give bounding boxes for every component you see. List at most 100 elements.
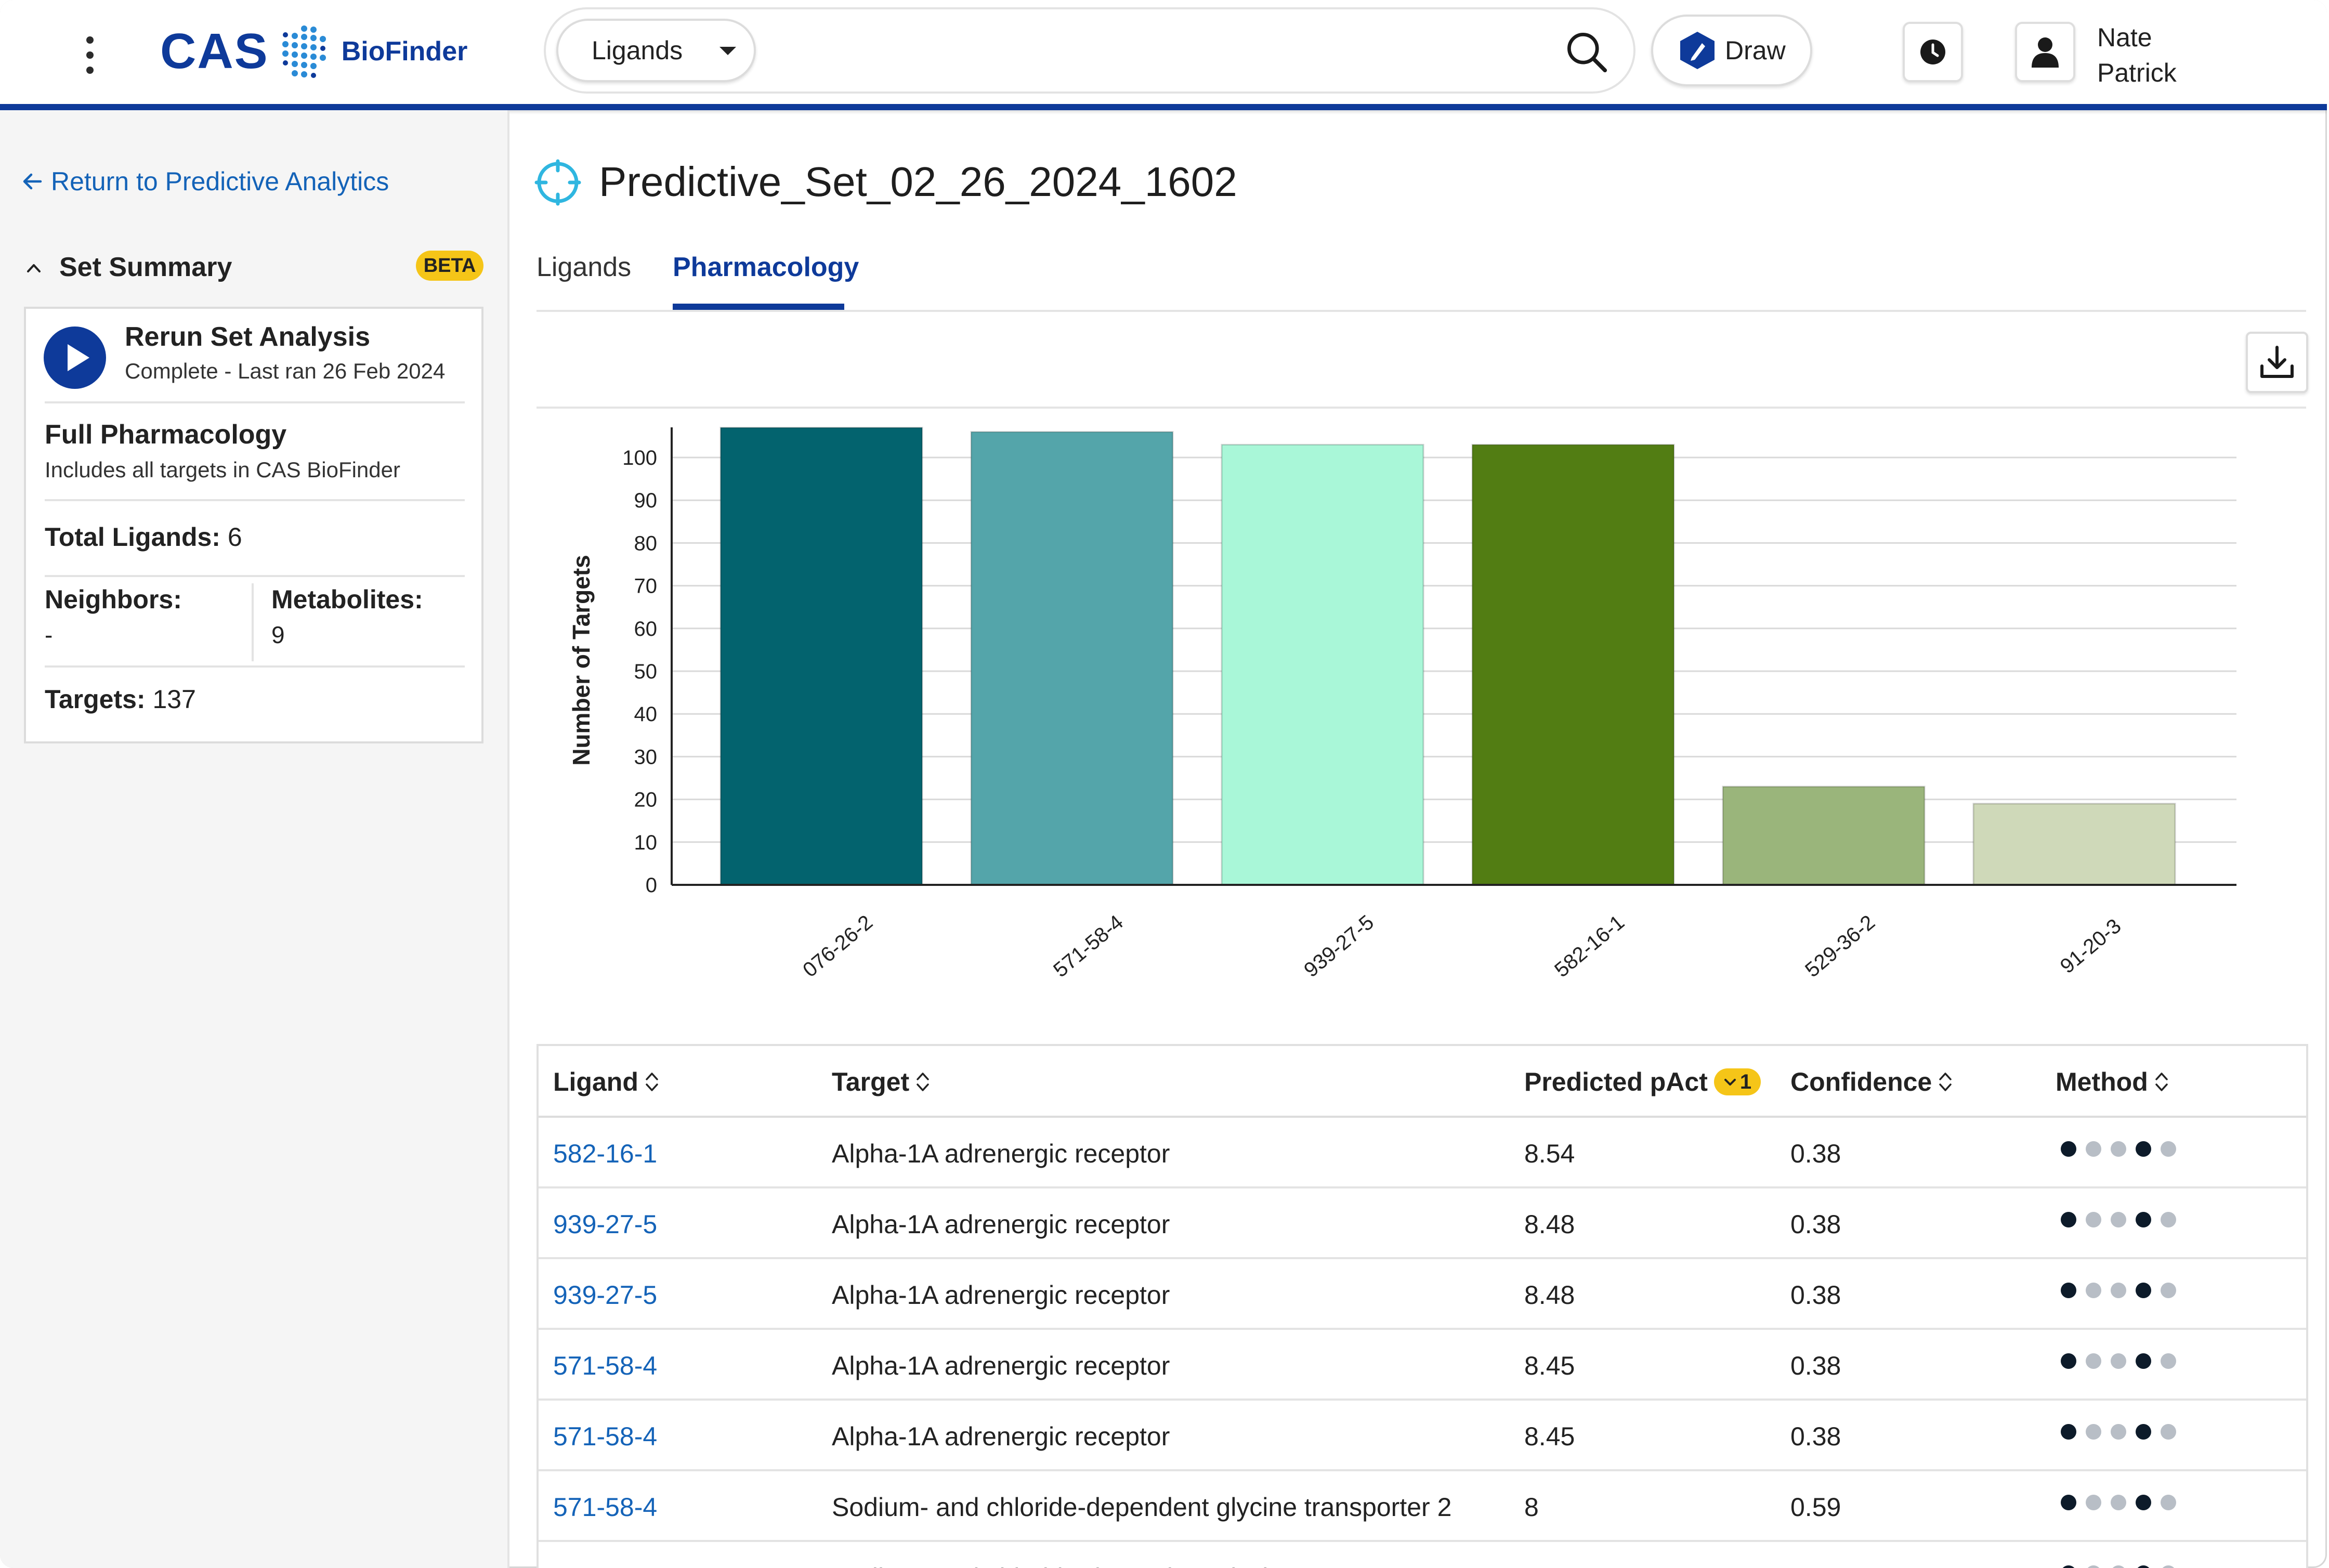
- download-button[interactable]: [2246, 332, 2308, 393]
- confidence-cell: 0.59: [1790, 1493, 1841, 1522]
- sort-icon: [1939, 1073, 1952, 1091]
- method-header-label: Method: [2056, 1067, 2148, 1096]
- ligand-link[interactable]: 582-16-1: [553, 1139, 658, 1168]
- search-input[interactable]: [769, 23, 1551, 81]
- history-button[interactable]: [1903, 22, 1963, 82]
- ligand-header-label: Ligand: [553, 1067, 638, 1096]
- method-indicator: [2061, 1492, 2186, 1513]
- confidence-cell: 0.38: [1790, 1351, 1841, 1380]
- chart-bar: [1972, 803, 2176, 886]
- ligand-link[interactable]: 571-58-4: [553, 1422, 658, 1451]
- total-ligands-label: Total Ligands:: [45, 522, 220, 552]
- table-row[interactable]: 582-16-1 Alpha-1A adrenergic receptor 8.54…: [539, 1118, 2306, 1188]
- method-dot: [2136, 1495, 2151, 1510]
- user-first-name: Nate: [2097, 23, 2152, 52]
- cas-biofinder-logo[interactable]: CAS BioFinder: [160, 23, 467, 80]
- predicted-pact-cell: 8.48: [1524, 1210, 1575, 1239]
- tab-pharmacology[interactable]: Pharmacology: [673, 252, 859, 282]
- chart-top-divider: [537, 407, 2306, 409]
- targets-value: 137: [152, 685, 196, 714]
- method-dot: [2086, 1424, 2101, 1440]
- method-dot: [2086, 1495, 2101, 1510]
- ligand-link[interactable]: 571-58-4: [553, 1493, 658, 1522]
- metabolites-value: 9: [271, 621, 285, 648]
- set-summary-header[interactable]: Set Summary BETA: [25, 249, 485, 285]
- active-tab-indicator: [673, 304, 844, 310]
- targets-label: Targets:: [45, 685, 146, 714]
- sidebar: Return to Predictive Analytics Set Summa…: [0, 110, 509, 1568]
- table-row[interactable]: 939-27-5 Alpha-1A adrenergic receptor 8.48…: [539, 1188, 2306, 1259]
- predicted-pact-cell: 8.54: [1524, 1139, 1575, 1168]
- confidence-cell: 0.38: [1790, 1139, 1841, 1168]
- ligand-link[interactable]: 571-58-4: [553, 1351, 658, 1380]
- column-header-ligand[interactable]: Ligand: [553, 1067, 659, 1097]
- predicted-pact-cell: 8: [1524, 1493, 1539, 1522]
- kebab-menu-icon[interactable]: [82, 36, 98, 74]
- table-row[interactable]: 571-58-4 Alpha-1A adrenergic receptor 8.45…: [539, 1401, 2306, 1471]
- chart-bar: [719, 426, 923, 886]
- table-row[interactable]: 571-58-4 Sodium- and chloride-dependent g…: [539, 1471, 2306, 1542]
- column-header-predicted-pact[interactable]: Predicted pAct 1: [1524, 1067, 1761, 1097]
- method-dot: [2086, 1283, 2101, 1298]
- card-divider: [45, 575, 465, 577]
- method-dot: [2061, 1212, 2076, 1227]
- table-row[interactable]: 939-27-5 Alpha-1A adrenergic receptor 8.48…: [539, 1259, 2306, 1330]
- column-header-method[interactable]: Method: [2056, 1067, 2169, 1097]
- rerun-analysis-button[interactable]: [44, 326, 106, 389]
- user-name[interactable]: Nate Patrick: [2097, 20, 2177, 90]
- rerun-status: Complete - Last ran 26 Feb 2024: [125, 359, 446, 383]
- caret-down-icon: [719, 47, 736, 55]
- target-icon: [534, 159, 581, 206]
- chevron-up-icon[interactable]: [25, 259, 43, 277]
- card-divider: [45, 665, 465, 668]
- search-icon[interactable]: [1565, 30, 1608, 74]
- y-tick-label: 100: [622, 447, 657, 469]
- confidence-cell: 0.38: [1790, 1210, 1841, 1239]
- method-dot: [2161, 1495, 2176, 1510]
- method-indicator: [2061, 1563, 2186, 1568]
- draw-button[interactable]: Draw: [1651, 15, 1812, 86]
- method-dot: [2061, 1565, 2076, 1568]
- column-header-target[interactable]: Target: [832, 1067, 930, 1097]
- method-dot: [2136, 1565, 2151, 1568]
- method-dot: [2086, 1212, 2101, 1227]
- method-dot: [2161, 1424, 2176, 1440]
- predicted-pact-cell: 7.9: [1524, 1563, 1561, 1568]
- target-cell: Sodium- and chloride-dependent glycine t…: [832, 1493, 1452, 1522]
- tab-ligands[interactable]: Ligands: [537, 252, 632, 282]
- chart-bar: [1221, 443, 1424, 886]
- draw-label: Draw: [1725, 36, 1786, 65]
- sort-order-number: 1: [1739, 1070, 1752, 1093]
- avatar[interactable]: [2015, 22, 2075, 82]
- column-header-confidence[interactable]: Confidence: [1790, 1067, 1953, 1097]
- sort-icon: [646, 1073, 658, 1091]
- set-summary-card: Rerun Set Analysis Complete - Last ran 2…: [24, 307, 483, 743]
- y-tick-label: 60: [634, 618, 658, 641]
- table-row[interactable]: 571-58-4 Alpha-1A adrenergic receptor 8.45…: [539, 1330, 2306, 1401]
- sort-icon: [917, 1073, 929, 1091]
- y-axis-label: Number of Targets: [568, 555, 595, 766]
- x-tick-label: 939-27-5: [1300, 911, 1378, 982]
- y-tick-label: 10: [634, 831, 658, 854]
- tabs-divider: [537, 310, 2306, 312]
- method-dot: [2111, 1141, 2126, 1157]
- chart-bar: [1471, 443, 1675, 886]
- rerun-title: Rerun Set Analysis: [125, 322, 371, 352]
- stat-column-divider: [252, 583, 254, 661]
- ligand-link[interactable]: 939-27-5: [553, 1280, 658, 1310]
- search-type-dropdown[interactable]: Ligands: [556, 19, 756, 82]
- ligand-link[interactable]: 939-27-5: [553, 1563, 657, 1568]
- chart-bar: [970, 431, 1174, 886]
- method-indicator: [2061, 1351, 2186, 1371]
- card-divider: [45, 401, 465, 403]
- back-to-predictive-analytics-link[interactable]: Return to Predictive Analytics: [22, 166, 389, 197]
- y-tick-label: 30: [634, 746, 658, 768]
- play-icon: [68, 344, 89, 371]
- set-summary-title: Set Summary: [59, 252, 232, 282]
- sort-order-badge[interactable]: 1: [1713, 1068, 1761, 1095]
- ligand-link[interactable]: 939-27-5: [553, 1210, 658, 1239]
- card-divider: [45, 499, 465, 501]
- table-row[interactable]: 939-27-5 Sodium- and chloride-dependent g…: [539, 1542, 2306, 1568]
- user-last-name: Patrick: [2097, 58, 2177, 87]
